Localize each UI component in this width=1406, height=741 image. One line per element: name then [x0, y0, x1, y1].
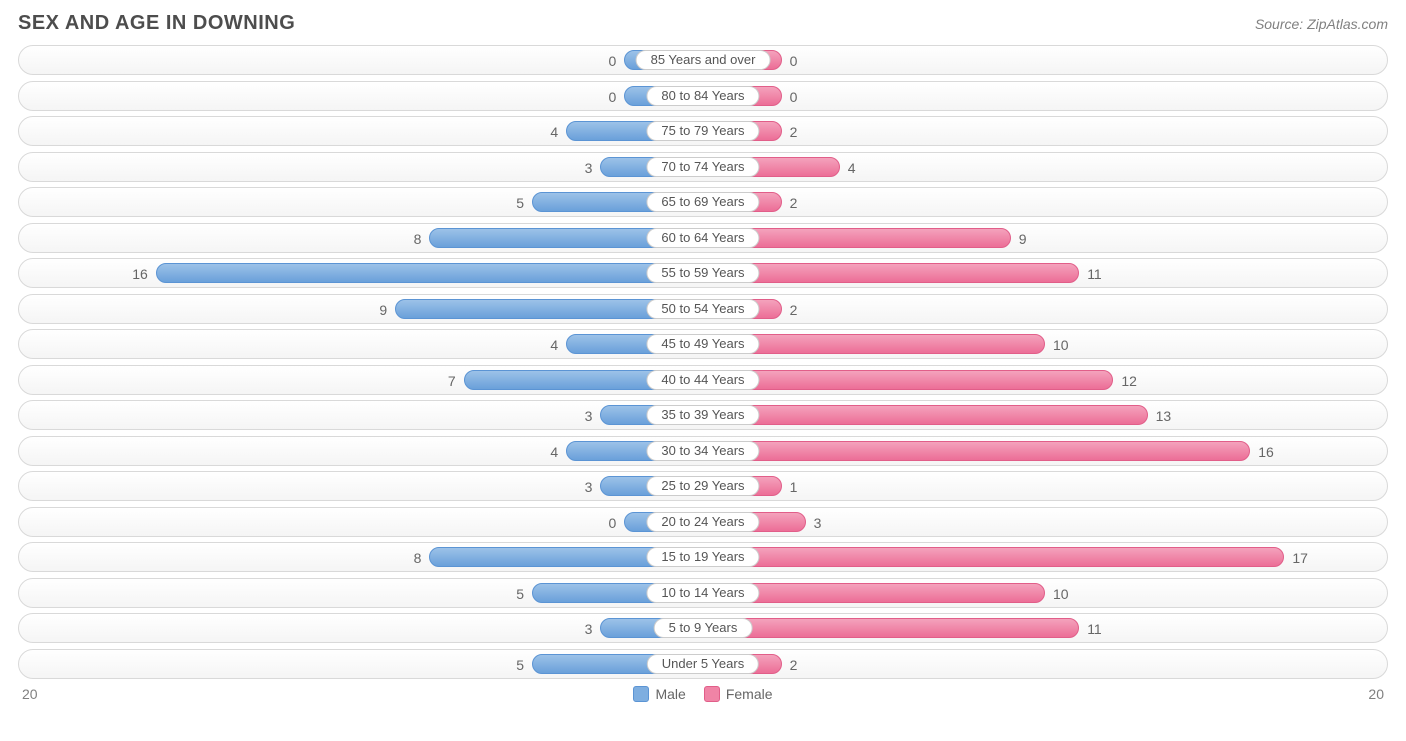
pyramid-row: 9 2 50 to 54 Years [18, 294, 1388, 324]
pyramid-row: 5 10 10 to 14 Years [18, 578, 1388, 608]
chart-source: Source: ZipAtlas.com [1255, 16, 1388, 32]
pyramid-row: 7 12 40 to 44 Years [18, 365, 1388, 395]
value-male: 5 [516, 650, 524, 680]
pyramid-row: 5 2 65 to 69 Years [18, 187, 1388, 217]
swatch-male [633, 686, 649, 702]
value-male: 3 [585, 153, 593, 183]
value-male: 3 [585, 401, 593, 431]
category-pill: 85 Years and over [636, 50, 771, 70]
legend-label-female: Female [726, 686, 773, 702]
value-male: 4 [550, 330, 558, 360]
value-female: 2 [790, 295, 798, 325]
legend-item-male: Male [633, 686, 685, 702]
bar-female [703, 618, 1079, 638]
chart-title: SEX AND AGE IN DOWNING [18, 12, 295, 35]
category-pill: 25 to 29 Years [646, 476, 759, 496]
value-female: 9 [1019, 224, 1027, 254]
value-male: 8 [414, 224, 422, 254]
value-male: 9 [379, 295, 387, 325]
pyramid-row: 3 11 5 to 9 Years [18, 613, 1388, 643]
category-pill: 65 to 69 Years [646, 192, 759, 212]
category-pill: 60 to 64 Years [646, 228, 759, 248]
value-male: 4 [550, 437, 558, 467]
value-female: 13 [1156, 401, 1172, 431]
bar-male [156, 263, 703, 283]
pyramid-row: 8 17 15 to 19 Years [18, 542, 1388, 572]
value-female: 4 [848, 153, 856, 183]
pyramid-row: 4 16 30 to 34 Years [18, 436, 1388, 466]
pyramid-row: 0 3 20 to 24 Years [18, 507, 1388, 537]
pyramid-row: 3 1 25 to 29 Years [18, 471, 1388, 501]
swatch-female [704, 686, 720, 702]
category-pill: 55 to 59 Years [646, 263, 759, 283]
pyramid-row: 3 4 70 to 74 Years [18, 152, 1388, 182]
value-female: 12 [1121, 366, 1137, 396]
value-female: 2 [790, 650, 798, 680]
value-female: 10 [1053, 330, 1069, 360]
pyramid-row: 0 0 80 to 84 Years [18, 81, 1388, 111]
value-female: 11 [1087, 259, 1102, 289]
value-female: 11 [1087, 614, 1102, 644]
category-pill: 5 to 9 Years [654, 618, 753, 638]
category-pill: Under 5 Years [647, 654, 759, 674]
chart-header: SEX AND AGE IN DOWNING Source: ZipAtlas.… [18, 12, 1388, 35]
value-male: 4 [550, 117, 558, 147]
pyramid-row: 3 13 35 to 39 Years [18, 400, 1388, 430]
value-female: 16 [1258, 437, 1274, 467]
legend-label-male: Male [655, 686, 685, 702]
value-male: 0 [609, 82, 617, 112]
category-pill: 35 to 39 Years [646, 405, 759, 425]
category-pill: 80 to 84 Years [646, 86, 759, 106]
category-pill: 10 to 14 Years [646, 583, 759, 603]
value-male: 7 [448, 366, 456, 396]
category-pill: 20 to 24 Years [646, 512, 759, 532]
value-female: 0 [790, 46, 798, 76]
pyramid-row: 16 11 55 to 59 Years [18, 258, 1388, 288]
category-pill: 50 to 54 Years [646, 299, 759, 319]
value-female: 10 [1053, 579, 1069, 609]
bar-female [703, 441, 1250, 461]
value-male: 5 [516, 579, 524, 609]
pyramid-row: 8 9 60 to 64 Years [18, 223, 1388, 253]
category-pill: 45 to 49 Years [646, 334, 759, 354]
chart-footer: 20 Male Female 20 [18, 684, 1388, 702]
bar-female [703, 405, 1148, 425]
pyramid-row: 5 2 Under 5 Years [18, 649, 1388, 679]
axis-max-left: 20 [22, 686, 38, 702]
bar-female [703, 370, 1113, 390]
legend: Male Female [633, 686, 772, 702]
pyramid-row: 4 10 45 to 49 Years [18, 329, 1388, 359]
pyramid-row: 0 0 85 Years and over [18, 45, 1388, 75]
category-pill: 40 to 44 Years [646, 370, 759, 390]
category-pill: 75 to 79 Years [646, 121, 759, 141]
pyramid-row: 4 2 75 to 79 Years [18, 116, 1388, 146]
category-pill: 15 to 19 Years [646, 547, 759, 567]
bar-female [703, 547, 1284, 567]
category-pill: 30 to 34 Years [646, 441, 759, 461]
value-female: 2 [790, 117, 798, 147]
value-male: 3 [585, 614, 593, 644]
value-male: 5 [516, 188, 524, 218]
value-female: 2 [790, 188, 798, 218]
value-male: 0 [609, 46, 617, 76]
value-male: 0 [609, 508, 617, 538]
pyramid-chart: 0085 Years and over0080 to 84 Years4275 … [18, 45, 1388, 679]
category-pill: 70 to 74 Years [646, 157, 759, 177]
value-female: 0 [790, 82, 798, 112]
value-male: 8 [414, 543, 422, 573]
value-female: 1 [790, 472, 798, 502]
legend-item-female: Female [704, 686, 773, 702]
value-female: 3 [814, 508, 822, 538]
value-female: 17 [1292, 543, 1308, 573]
value-male: 3 [585, 472, 593, 502]
axis-max-right: 20 [1368, 686, 1384, 702]
value-male: 16 [132, 259, 148, 289]
